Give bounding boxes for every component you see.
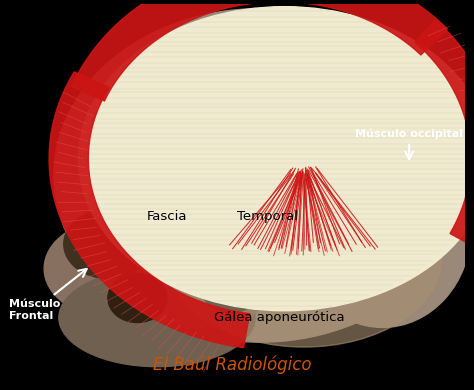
Ellipse shape bbox=[59, 269, 255, 367]
Text: Músculo
Frontal: Músculo Frontal bbox=[9, 269, 87, 321]
Text: Temporal: Temporal bbox=[237, 209, 298, 223]
Ellipse shape bbox=[98, 14, 451, 269]
Text: Músculo occipital: Músculo occipital bbox=[355, 129, 463, 159]
Text: Gálea aponeurótica: Gálea aponeurótica bbox=[214, 311, 344, 324]
Polygon shape bbox=[49, 72, 250, 347]
Ellipse shape bbox=[64, 210, 152, 278]
Polygon shape bbox=[72, 0, 447, 101]
Ellipse shape bbox=[79, 7, 474, 311]
Ellipse shape bbox=[294, 131, 471, 328]
Ellipse shape bbox=[203, 273, 257, 313]
Ellipse shape bbox=[108, 273, 167, 323]
Text: El Baúl Radiológico: El Baúl Radiológico bbox=[153, 356, 312, 374]
Ellipse shape bbox=[167, 170, 441, 347]
Ellipse shape bbox=[142, 249, 270, 328]
Ellipse shape bbox=[54, 9, 466, 342]
Ellipse shape bbox=[44, 220, 182, 317]
Text: Fascia: Fascia bbox=[147, 209, 188, 223]
Ellipse shape bbox=[174, 250, 209, 277]
Polygon shape bbox=[415, 20, 474, 248]
